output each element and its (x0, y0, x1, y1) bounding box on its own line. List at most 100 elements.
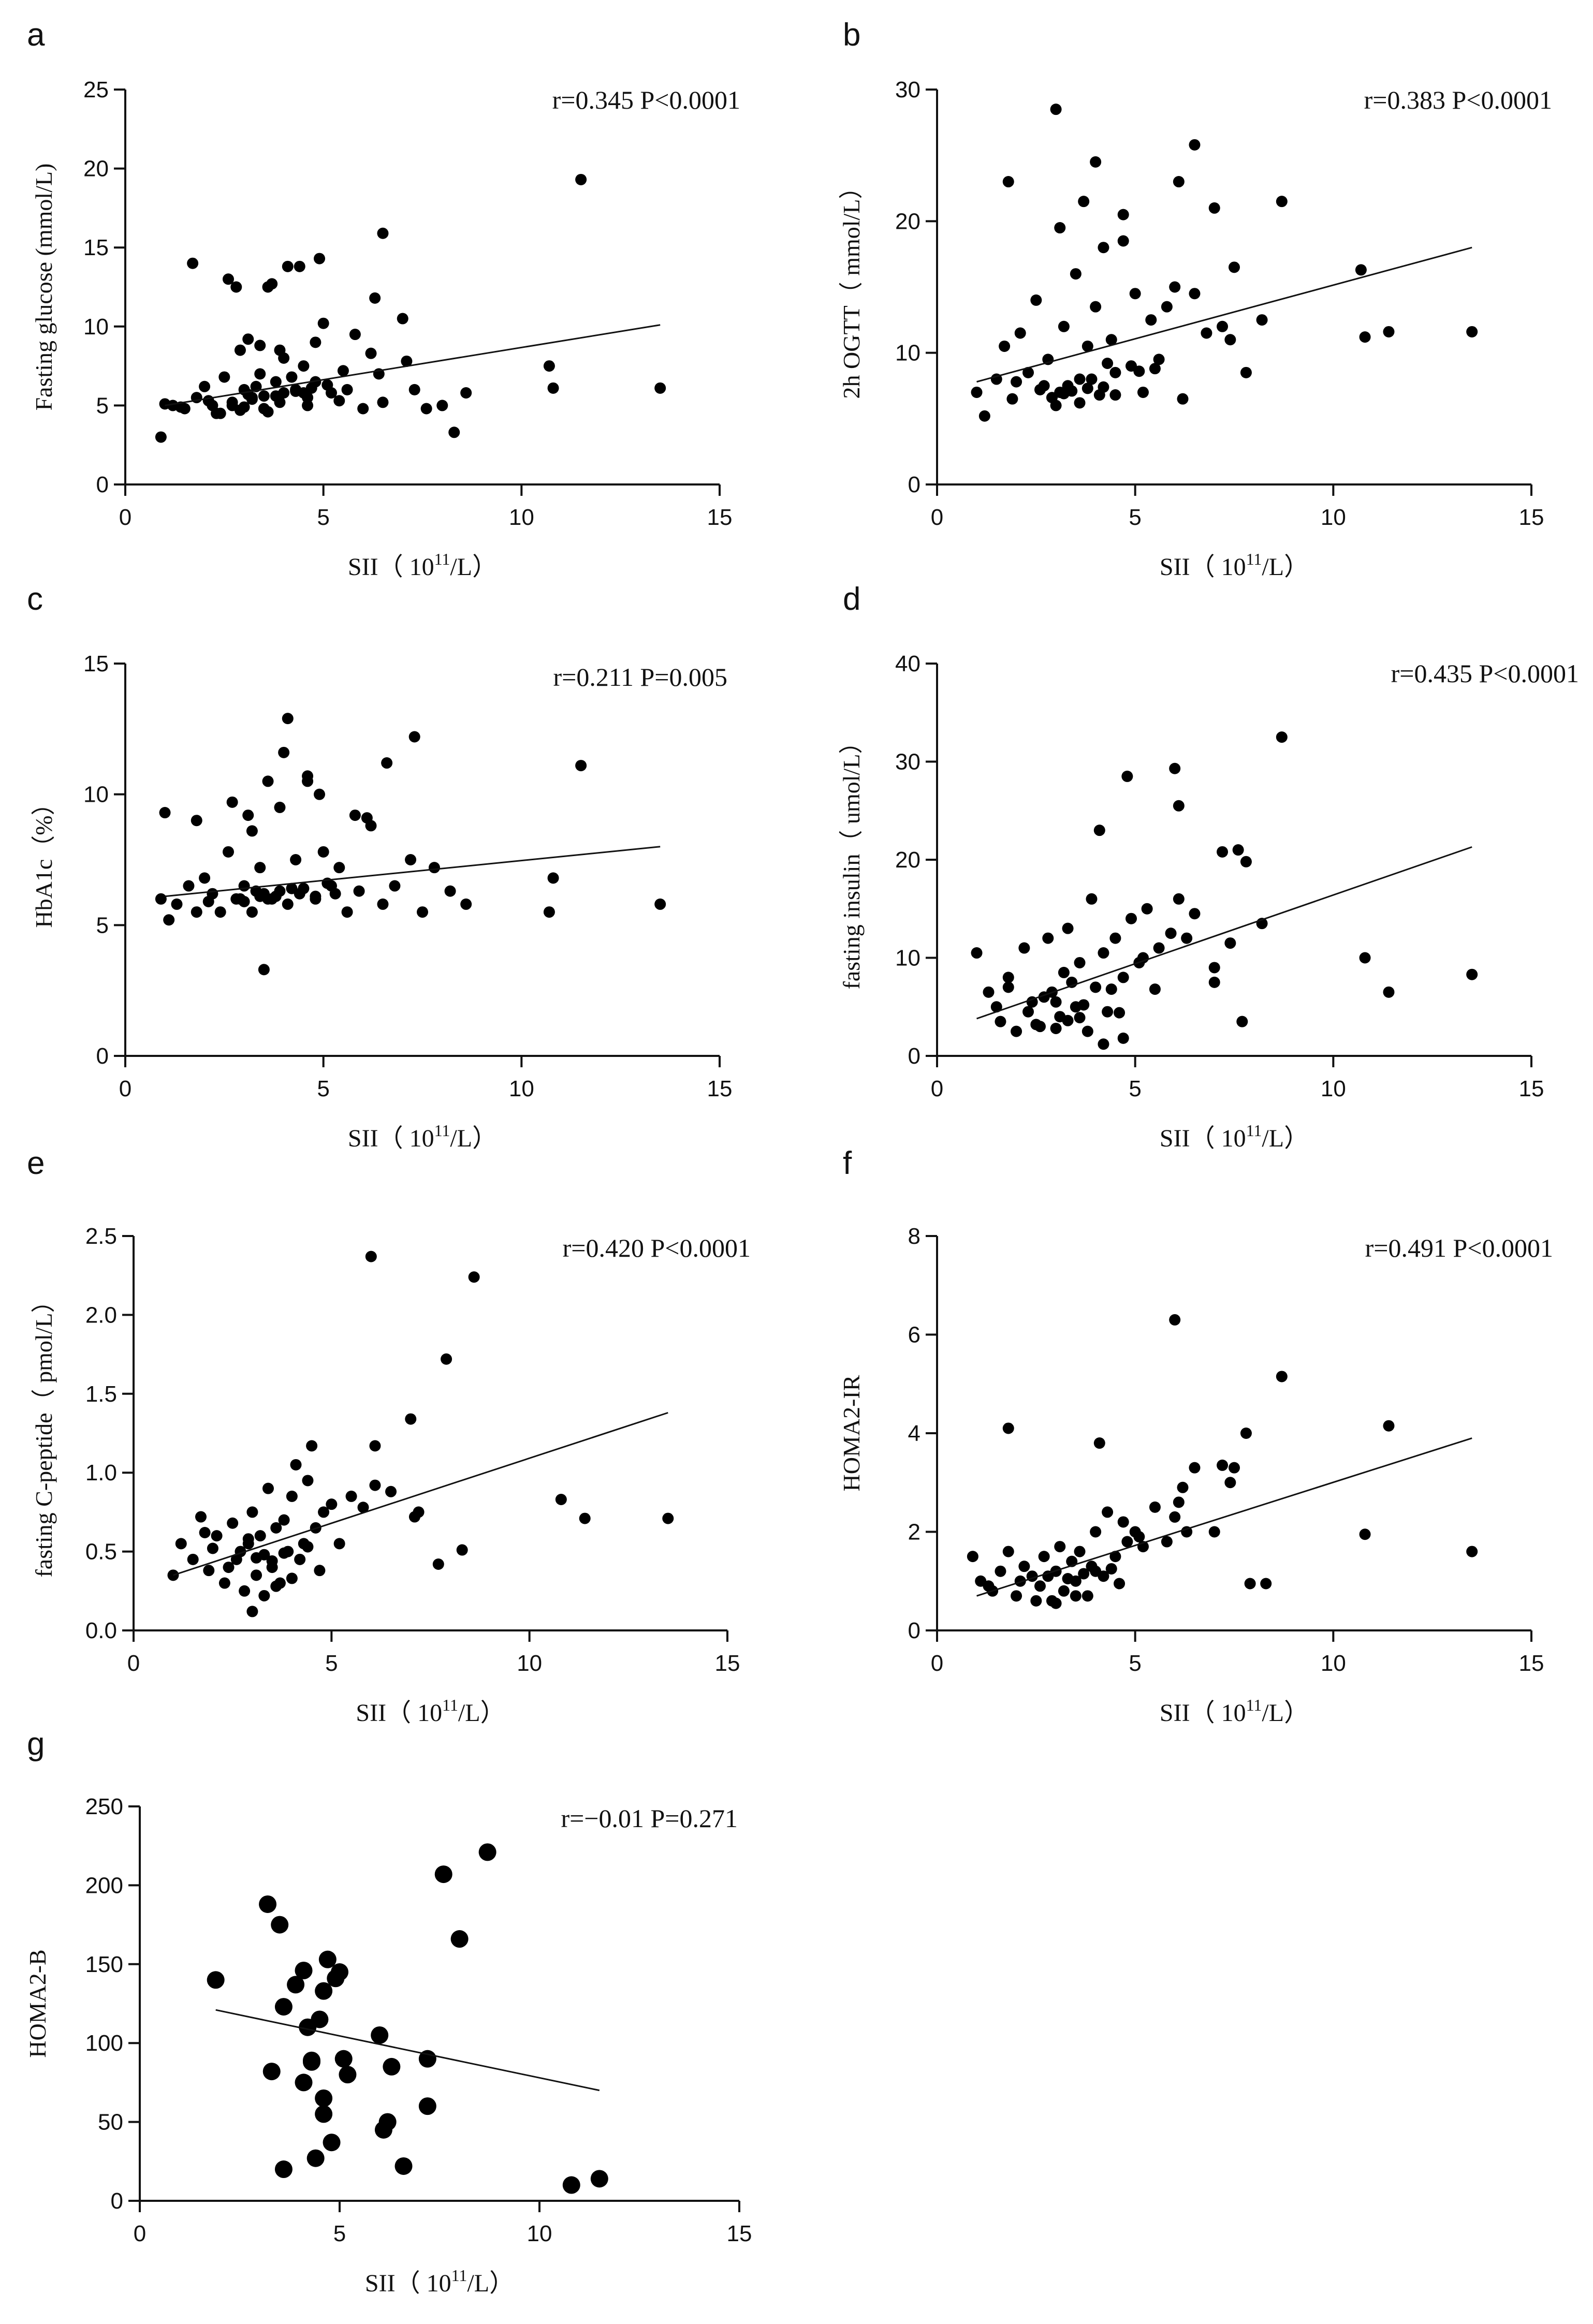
data-point (436, 400, 448, 411)
data-point (1090, 981, 1102, 993)
data-point (432, 1558, 444, 1570)
y-tick-label: 0 (908, 1618, 920, 1643)
data-point (315, 2089, 333, 2107)
data-point (282, 260, 294, 272)
data-point (1022, 366, 1034, 378)
data-point (1105, 983, 1117, 995)
x-tick-label: 5 (325, 1651, 338, 1676)
x-tick-label: 0 (931, 1651, 943, 1676)
panel-e: e 0.0 0.5 1.0 1.5 2.0 2.5 0 5 10 15 SII（ 1011/L） fas… (27, 1145, 751, 1727)
data-point (1102, 1506, 1114, 1518)
data-point (286, 882, 298, 894)
regression-line (165, 846, 661, 898)
data-point (543, 906, 555, 918)
y-tick-label: 0.0 (85, 1618, 117, 1643)
data-point (408, 731, 420, 743)
data-point (294, 1553, 306, 1565)
data-point (315, 1982, 333, 2000)
data-point (262, 406, 274, 418)
data-point (1117, 972, 1129, 983)
data-point (286, 371, 298, 383)
data-point (1050, 104, 1062, 115)
data-point (1038, 1551, 1050, 1563)
data-point (1129, 288, 1141, 300)
data-point (259, 1895, 277, 1913)
data-point (234, 893, 246, 905)
panel-b: b 0 10 20 30 0 5 10 15 SII（ 1011/L） 2h OGTT（ mmol/… (838, 17, 1552, 581)
x-tick-label: 5 (317, 1076, 329, 1101)
data-point (420, 403, 432, 415)
panel-letter: e (27, 1145, 45, 1181)
data-point (555, 1494, 567, 1506)
data-point (226, 400, 238, 411)
x-tick-label: 10 (509, 505, 534, 530)
data-point (227, 1517, 239, 1529)
data-point (306, 1440, 318, 1452)
data-point (1117, 1516, 1129, 1528)
data-point (302, 775, 314, 787)
x-tick-label: 15 (1519, 1076, 1544, 1101)
data-point (1276, 196, 1288, 208)
data-point (318, 1950, 337, 1968)
data-point (1086, 373, 1098, 385)
data-point (385, 1485, 397, 1497)
data-point (1002, 176, 1014, 188)
data-point (290, 854, 302, 865)
data-point (295, 2073, 313, 2092)
data-point (377, 227, 389, 239)
data-point (1177, 1481, 1189, 1493)
data-point (262, 1482, 274, 1494)
y-axis-label: Fasting glucose (mmol/L) (31, 164, 57, 411)
data-point (242, 1533, 254, 1545)
data-point (1078, 999, 1090, 1011)
x-tick-label: 10 (509, 1076, 534, 1101)
data-point (239, 1585, 251, 1597)
regression-line (976, 846, 1472, 1020)
y-tick-label: 30 (895, 749, 920, 775)
data-point (282, 713, 294, 725)
data-point (397, 313, 408, 325)
data-point (1114, 1578, 1126, 1590)
data-point (1034, 384, 1046, 395)
data-point (369, 1440, 381, 1452)
regression-line (976, 246, 1472, 383)
data-point (270, 890, 282, 902)
y-tick-label: 10 (895, 946, 920, 971)
data-point (1109, 389, 1121, 401)
data-point (1090, 1565, 1102, 1577)
data-point (460, 898, 472, 910)
data-point (401, 355, 413, 367)
data-point (1114, 1007, 1126, 1019)
regression-line (215, 2009, 600, 2092)
data-point (547, 382, 559, 394)
data-point (1359, 952, 1371, 964)
data-point (1082, 340, 1093, 352)
y-tick-label: 0 (111, 2188, 123, 2214)
data-point (1121, 1536, 1133, 1548)
data-point (983, 1580, 995, 1592)
y-tick-label: 1.5 (85, 1381, 117, 1407)
data-point (1240, 366, 1252, 378)
data-point (318, 1506, 330, 1518)
panel-letter: d (843, 581, 860, 617)
data-point (1062, 1572, 1074, 1584)
data-point (995, 1016, 1006, 1027)
stat-annotation: r=0.491 P<0.0001 (1365, 1233, 1553, 1262)
data-point (1217, 1459, 1229, 1471)
x-tick-label: 15 (1519, 505, 1544, 530)
data-point (333, 395, 345, 407)
data-point (1149, 363, 1161, 375)
panel-a: a 0 5 10 15 20 25 0 5 10 15 SII（ 1011/L） Fasting glu… (27, 17, 740, 581)
data-point (1217, 846, 1229, 858)
x-tick-label: 5 (317, 505, 329, 530)
data-point (418, 2097, 436, 2115)
y-tick-label: 0 (908, 1043, 920, 1069)
data-point (1117, 209, 1129, 220)
data-point (258, 888, 270, 900)
data-point (1173, 1496, 1185, 1508)
data-point (226, 796, 238, 808)
y-tick-label: 0.5 (85, 1539, 117, 1565)
data-point (1011, 376, 1022, 388)
data-point (1098, 381, 1109, 393)
